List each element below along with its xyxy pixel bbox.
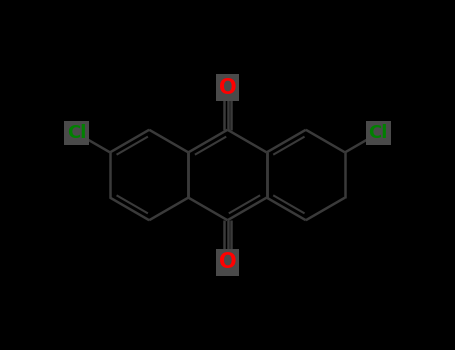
Text: Cl: Cl bbox=[67, 124, 86, 142]
Text: O: O bbox=[219, 252, 236, 272]
Text: Cl: Cl bbox=[369, 124, 388, 142]
Text: O: O bbox=[219, 78, 236, 98]
